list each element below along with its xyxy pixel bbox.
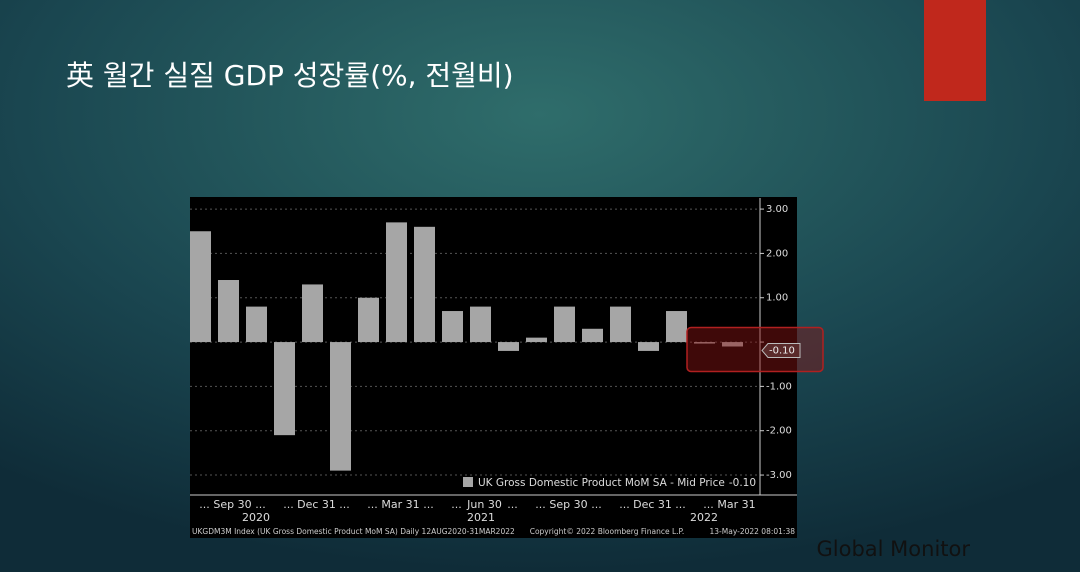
footer-text: UKGDM3M Index (UK Gross Domestic Product… <box>192 527 515 536</box>
value-label: -0.10 <box>769 346 795 357</box>
x-tick-label: ... <box>507 498 518 511</box>
bar <box>246 306 267 343</box>
year-label: 2020 <box>242 511 270 524</box>
year-label: 2022 <box>690 511 718 524</box>
y-tick-label: 3.00 <box>766 204 788 215</box>
bar <box>694 342 715 344</box>
y-tick-label: 1.00 <box>766 293 788 304</box>
x-tick-label: Mar 31 <box>717 498 755 511</box>
accent-block <box>924 0 986 101</box>
highlight-box <box>686 326 824 373</box>
slide-title: 英 월간 실질 GDP 성장률(%, 전월비) <box>66 59 514 92</box>
x-tick-label: Dec 31 <box>297 498 336 511</box>
y-tick-label: -3.00 <box>766 470 792 481</box>
x-tick-label: ... <box>703 498 714 511</box>
bar <box>470 306 491 343</box>
x-tick-label: ... <box>591 498 602 511</box>
bar <box>526 337 547 343</box>
x-tick-label: ... <box>675 498 686 511</box>
x-tick-label: ... <box>451 498 462 511</box>
x-tick-label: Sep 30 <box>213 498 251 511</box>
bar <box>190 231 211 343</box>
x-tick-label: ... <box>339 498 350 511</box>
bar <box>358 297 379 343</box>
bar <box>638 342 659 351</box>
y-tick-label: 2.00 <box>766 248 788 259</box>
footer-text: 13-May-2022 08:01:38 <box>710 527 796 536</box>
x-tick-label: Mar 31 <box>381 498 419 511</box>
x-tick-label: ... <box>535 498 546 511</box>
footer-text: Copyright© 2022 Bloomberg Finance L.P. <box>530 527 685 536</box>
bar <box>582 328 603 343</box>
bar <box>414 226 435 343</box>
bar <box>330 342 351 471</box>
bar <box>386 222 407 343</box>
bar <box>302 284 323 343</box>
bar <box>554 306 575 343</box>
x-tick-label: ... <box>367 498 378 511</box>
legend-swatch <box>463 477 473 487</box>
bar <box>498 342 519 351</box>
legend-last-value: -0.10 <box>729 477 756 489</box>
y-tick-label: -1.00 <box>766 381 792 392</box>
x-tick-label: ... <box>423 498 434 511</box>
legend-series-name: UK Gross Domestic Product MoM SA - Mid P… <box>478 477 725 489</box>
y-tick-label: -2.00 <box>766 426 792 437</box>
x-tick-label: ... <box>619 498 630 511</box>
bar <box>610 306 631 343</box>
x-tick-label: ... <box>199 498 210 511</box>
year-label: 2021 <box>467 511 495 524</box>
legend-label: UK Gross Domestic Product MoM SA - Mid P… <box>478 477 756 489</box>
bar <box>442 311 463 343</box>
brand: Global Monitor <box>817 537 971 561</box>
bar <box>274 342 295 436</box>
value-tag-shape <box>761 343 801 358</box>
bar <box>218 280 239 343</box>
x-tick-label: ... <box>255 498 266 511</box>
bar <box>722 342 743 347</box>
bar <box>666 311 687 343</box>
x-tick-label: Jun 30 <box>466 498 502 511</box>
x-tick-label: Dec 31 <box>633 498 672 511</box>
x-tick-label: ... <box>283 498 294 511</box>
x-tick-label: Sep 30 <box>549 498 587 511</box>
